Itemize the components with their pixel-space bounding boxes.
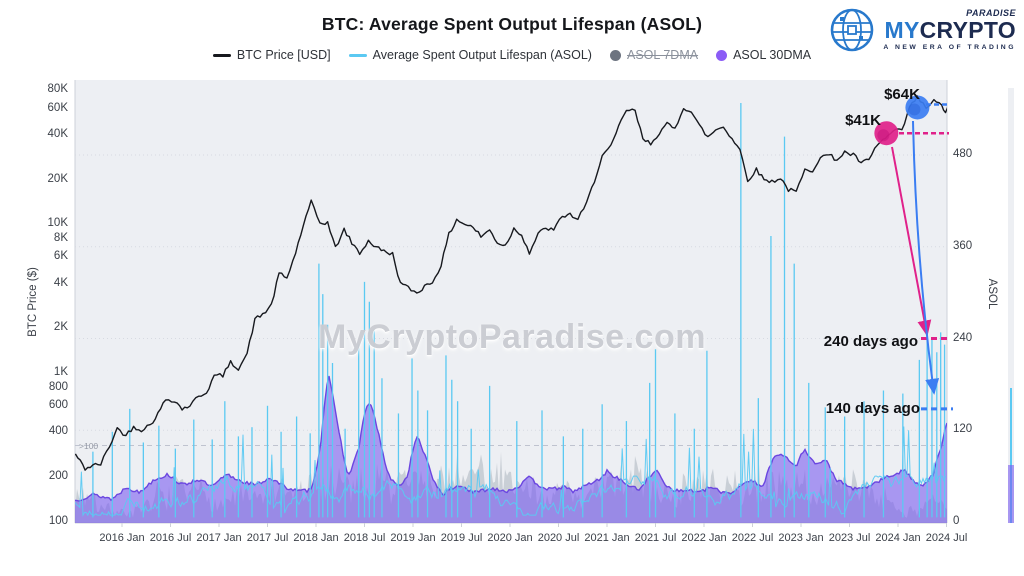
edge-asol-sliver	[1010, 388, 1012, 523]
x-tick-label: 2021 Jul	[634, 532, 677, 544]
asol-7dma-dot-swatch	[609, 49, 621, 61]
legend-item-asol[interactable]: Average Spent Output Lifespan (ASOL)	[348, 48, 592, 62]
left-tick-label: 8K	[53, 231, 68, 244]
x-tick-label: 2017 Jan	[196, 532, 242, 544]
left-tick-label: 40K	[47, 127, 68, 140]
asol-line-swatch	[348, 53, 367, 57]
legend-label: BTC Price [USD]	[236, 48, 331, 62]
mycrypto-paradise-logo: PARADISE MYCRYPTO A NEW ERA OF TRADING	[828, 6, 1016, 54]
x-tick-label: 2018 Jan	[293, 532, 339, 544]
annotation-64k: $64K	[884, 86, 920, 103]
legend-item-asol-30dma[interactable]: ASOL 30DMA	[716, 48, 811, 62]
logo-paradise-text: PARADISE	[966, 7, 1016, 18]
chart-title: BTC: Average Spent Output Lifespan (ASOL…	[321, 14, 703, 34]
left-tick-label: 1K	[53, 366, 68, 379]
right-edge-artifact	[1008, 88, 1014, 523]
x-tick-label: 2022 Jul	[731, 532, 774, 544]
globe-icon	[831, 8, 874, 52]
left-tick-label: 800	[48, 380, 68, 393]
left-tick-label: 60K	[47, 101, 68, 114]
x-tick-label: 2022 Jan	[681, 532, 727, 544]
chart-legend: BTC Price [USD] Average Spent Output Lif…	[0, 48, 1024, 62]
x-tick-label: 2020 Jan	[487, 532, 533, 544]
left-tick-label: 6K	[53, 250, 68, 263]
x-tick-label: 2017 Jul	[246, 532, 289, 544]
left-tick-label: 600	[48, 399, 68, 412]
x-tick-label: 2016 Jan	[99, 532, 145, 544]
left-tick-label: 2K	[53, 321, 68, 334]
legend-item-btc-price[interactable]: BTC Price [USD]	[212, 48, 331, 62]
x-tick-label: 2019 Jul	[440, 532, 483, 544]
left-tick-label: 4K	[53, 276, 68, 289]
btc-price-line-swatch	[212, 53, 231, 57]
right-tick-label: 0	[953, 515, 960, 527]
right-tick-label: 360	[953, 239, 973, 252]
logo-brand-text: MYCRYPTO	[884, 16, 1016, 43]
annotation-240-days-ago: 240 days ago	[823, 333, 918, 350]
legend-label: Average Spent Output Lifespan (ASOL)	[372, 48, 592, 62]
annotation-41k: $41K	[845, 112, 881, 129]
x-tick-label: 2020 Jul	[537, 532, 580, 544]
watermark: MyCryptoParadise.com	[318, 318, 706, 356]
left-tick-label: 10K	[47, 217, 68, 230]
right-tick-label: 120	[953, 423, 973, 436]
asol-30dma-dot-swatch	[716, 49, 728, 61]
left-tick-label: 80K	[47, 83, 68, 96]
logo-tagline-text: A NEW ERA OF TRADING	[883, 43, 1016, 51]
x-tick-label: 2021 Jan	[584, 532, 630, 544]
edge-asol30-sliver	[1008, 465, 1014, 523]
x-tick-label: 2024 Jan	[875, 532, 921, 544]
legend-label: ASOL 30DMA	[733, 48, 812, 62]
x-tick-label: 2023 Jul	[828, 532, 871, 544]
left-tick-label: 400	[48, 425, 68, 438]
x-tick-label: 2024 Jul	[925, 532, 968, 544]
x-tick-label: 2016 Jul	[149, 532, 192, 544]
right-tick-label: 240	[953, 331, 973, 344]
x-tick-label: 2019 Jan	[390, 532, 436, 544]
threshold-label: >100	[79, 441, 99, 451]
left-tick-label: 100	[48, 515, 68, 527]
left-tick-label: 200	[48, 470, 68, 483]
legend-item-asol-7dma[interactable]: ASOL 7DMA	[609, 48, 699, 62]
x-tick-label: 2018 Jul	[343, 532, 386, 544]
annotation-140-days-ago: 140 days ago	[825, 400, 920, 417]
x-tick-label: 2023 Jan	[778, 532, 824, 544]
left-tick-label: 20K	[47, 172, 68, 185]
legend-label: ASOL 7DMA	[626, 48, 699, 62]
right-tick-label: 480	[953, 148, 973, 160]
